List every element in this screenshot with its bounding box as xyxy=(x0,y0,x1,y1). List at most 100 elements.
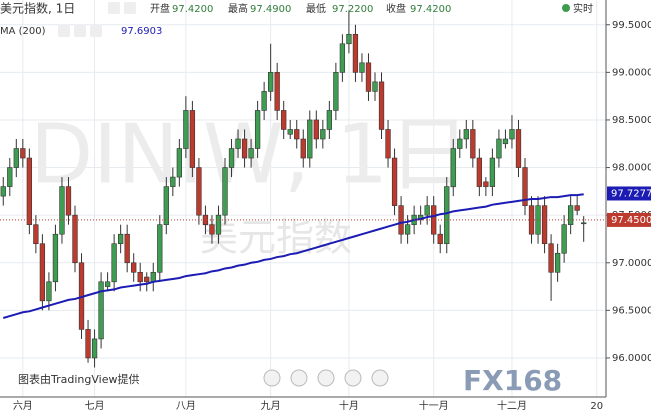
candle-body xyxy=(118,233,124,245)
candle-body xyxy=(398,205,404,235)
candle-body xyxy=(300,138,306,159)
candle-body xyxy=(457,138,463,149)
candle-body xyxy=(307,119,313,159)
candle-body xyxy=(581,222,587,225)
ohlc-value: 97.4900 xyxy=(250,4,291,15)
candle-body xyxy=(189,110,196,168)
candle-body xyxy=(339,43,346,73)
candle-body xyxy=(241,138,248,159)
candle-body xyxy=(287,129,293,135)
candle-body xyxy=(489,157,496,187)
candle-body xyxy=(209,224,215,235)
nav-buttons xyxy=(263,369,389,387)
candle-body xyxy=(424,205,430,216)
candle-body xyxy=(320,129,326,140)
ma-label: MA (200) xyxy=(0,26,46,37)
ohlc-label: 最高 xyxy=(228,2,248,15)
candle-body xyxy=(144,276,150,283)
candle-body xyxy=(483,181,489,187)
candle-body xyxy=(150,271,156,283)
x-tick-label: 十月 xyxy=(339,399,359,412)
nav-button[interactable] xyxy=(290,369,308,387)
candle-body xyxy=(346,33,352,45)
x-tick-label: 十一月 xyxy=(419,399,449,412)
candle-body xyxy=(65,186,72,216)
candle-body xyxy=(509,129,515,140)
candle-body xyxy=(131,262,137,273)
nav-button[interactable] xyxy=(317,369,335,387)
candle-body xyxy=(496,138,502,159)
candle-body xyxy=(261,91,267,111)
candle-body xyxy=(391,157,398,206)
candle-body xyxy=(176,148,182,178)
nav-button[interactable] xyxy=(344,369,362,387)
candle-body xyxy=(254,110,261,149)
candle-body xyxy=(431,205,437,235)
candle-body xyxy=(463,129,469,140)
y-tick-label: 98.0000 xyxy=(612,163,651,174)
candle-body xyxy=(248,148,254,159)
candle-body xyxy=(26,157,32,225)
x-tick-label: 六月 xyxy=(13,400,33,412)
candle-body xyxy=(72,214,78,264)
y-tick-label: 99.0000 xyxy=(612,67,651,78)
candle-body xyxy=(215,214,222,235)
candle-body xyxy=(352,33,359,73)
candle-body xyxy=(359,62,365,73)
nav-button[interactable] xyxy=(263,369,281,387)
candle-body xyxy=(333,72,339,111)
x-tick-label: 八月 xyxy=(176,400,196,412)
y-tick-label: 96.0000 xyxy=(612,353,651,364)
x-tick-label: 20 xyxy=(590,401,603,412)
candle-body xyxy=(574,205,580,211)
candle-body xyxy=(470,129,476,159)
candle-body xyxy=(91,338,98,359)
candle-body xyxy=(515,129,522,168)
candle-body xyxy=(444,186,450,245)
candle-body xyxy=(39,243,46,302)
icon[interactable] xyxy=(90,25,102,37)
candle-body xyxy=(163,186,169,225)
watermark-name: 美元指数 xyxy=(200,216,352,260)
nav-button[interactable] xyxy=(371,369,389,387)
icon[interactable] xyxy=(124,2,136,14)
y-tick-label: 98.5000 xyxy=(612,115,651,126)
candle-body xyxy=(85,329,91,359)
price-tag: 97.4500 xyxy=(611,215,651,226)
candle-body xyxy=(104,281,111,287)
candle-body xyxy=(170,176,176,187)
ohlc-label: 收盘 xyxy=(386,2,406,15)
candle-body xyxy=(326,110,332,130)
candle-body xyxy=(372,81,378,92)
candle-body xyxy=(33,224,39,245)
icon[interactable] xyxy=(58,25,70,37)
candle-body xyxy=(385,129,391,159)
candle-body xyxy=(313,119,319,140)
logo: FX168 xyxy=(463,364,562,397)
candle-body xyxy=(13,148,19,168)
ma-tag: 97.7277 xyxy=(611,188,651,199)
realtime[interactable]: 实时 xyxy=(573,2,593,15)
candle-body xyxy=(183,110,189,149)
icon[interactable] xyxy=(108,2,120,14)
y-tick-label: 96.5000 xyxy=(612,305,651,316)
ohlc-label: 最低 xyxy=(306,2,326,15)
x-tick-label: 七月 xyxy=(85,400,105,412)
candle-body xyxy=(568,205,574,225)
candle-body xyxy=(7,167,13,187)
candle-body xyxy=(554,252,561,273)
icon[interactable] xyxy=(74,25,86,37)
realtime-dot xyxy=(562,4,570,12)
candle-body xyxy=(404,224,411,235)
candle-body xyxy=(274,72,280,111)
candle-body xyxy=(294,129,300,140)
candle-body xyxy=(235,138,241,149)
candle-body xyxy=(59,186,65,235)
ma-tag-bg xyxy=(607,186,651,201)
candle-body xyxy=(502,138,509,145)
candle-body xyxy=(137,271,143,283)
candle-body xyxy=(124,233,130,264)
